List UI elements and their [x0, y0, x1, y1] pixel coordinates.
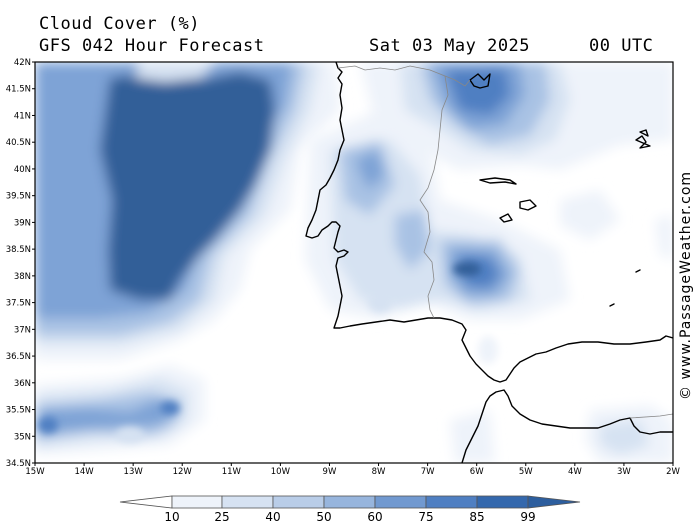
lon-label: 10W — [271, 467, 291, 477]
lat-label: 37N — [14, 325, 31, 335]
lon-label: 9W — [323, 467, 337, 477]
lon-label: 7W — [421, 467, 435, 477]
legend-swatch — [527, 495, 581, 509]
lat-label: 40N — [14, 165, 31, 175]
forecast-date: Sat 03 May 2025 — [369, 36, 531, 56]
lon-label: 13W — [124, 467, 144, 477]
lat-label: 38.5N — [6, 245, 31, 255]
lat-label: 35N — [14, 432, 31, 442]
cloud-layer — [35, 62, 673, 463]
legend-swatch — [476, 495, 529, 509]
lat-label: 38N — [14, 272, 31, 282]
coastlines — [305, 62, 673, 463]
lon-label: 11W — [222, 467, 242, 477]
lon-label: 15W — [25, 467, 45, 477]
legend-label: 25 — [214, 510, 229, 524]
color-legend: 10 25 40 50 60 75 85 99 — [119, 495, 581, 524]
legend-swatch — [171, 495, 223, 509]
lat-label: 39N — [14, 218, 31, 228]
legend-label: 40 — [265, 510, 280, 524]
map-title: Cloud Cover (%) — [39, 14, 201, 34]
legend-swatch — [119, 495, 173, 509]
lat-label: 36.5N — [6, 352, 31, 362]
africa-coastline — [461, 389, 673, 463]
lat-label: 34.5N — [6, 459, 31, 469]
legend-swatch — [425, 495, 478, 509]
forecast-subtitle: GFS 042 Hour Forecast — [39, 36, 265, 56]
lat-label: 37.5N — [6, 299, 31, 309]
lon-label: 2W — [666, 467, 680, 477]
lat-label: 41N — [14, 111, 31, 121]
lat-label: 36N — [14, 379, 31, 389]
lon-label: 6W — [470, 467, 484, 477]
lat-label: 41.5N — [6, 85, 31, 95]
axis-ticks: 42N 41.5N 41N 40.5N 40N 39.5N 39N 38.5N 38N 37.5N… — [6, 58, 681, 477]
lat-label: 39.5N — [6, 192, 31, 202]
lat-label: 42N — [14, 58, 31, 68]
lat-label: 35.5N — [6, 406, 31, 416]
legend-swatch — [221, 495, 274, 509]
legend-label: 10 — [164, 510, 179, 524]
lat-label: 40.5N — [6, 138, 31, 148]
lon-label: 5W — [519, 467, 533, 477]
legend-swatch — [374, 495, 427, 509]
lon-label: 12W — [173, 467, 193, 477]
lon-label: 4W — [568, 467, 582, 477]
country-borders — [337, 65, 673, 419]
lon-label: 8W — [372, 467, 386, 477]
legend-label: 85 — [469, 510, 484, 524]
forecast-time: 00 UTC — [589, 36, 654, 56]
lon-label: 3W — [617, 467, 631, 477]
legend-label: 75 — [418, 510, 433, 524]
iberia-coastline — [305, 62, 673, 383]
legend-label: 99 — [520, 510, 535, 524]
lon-label: 14W — [74, 467, 94, 477]
legend-label: 60 — [367, 510, 382, 524]
legend-label: 50 — [316, 510, 331, 524]
map-frame — [34, 61, 674, 464]
legend-swatch — [272, 495, 325, 509]
credit-text: © www.PassageWeather.com — [678, 170, 694, 400]
legend-swatch — [323, 495, 376, 509]
